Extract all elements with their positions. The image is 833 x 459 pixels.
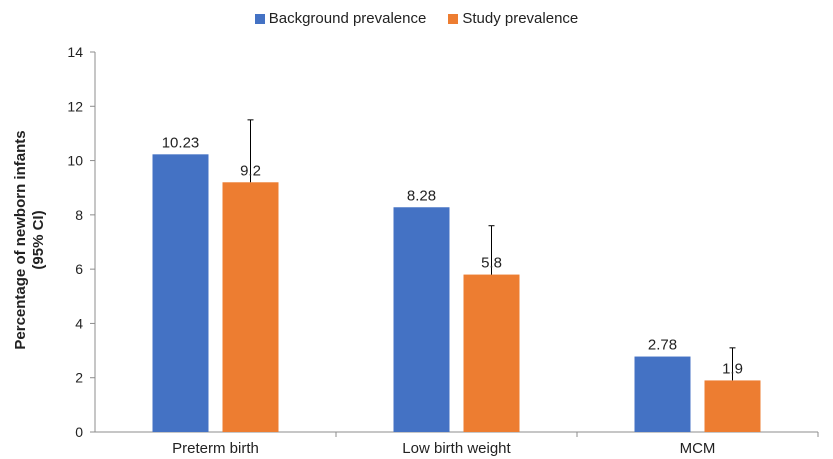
x-tick-label: Preterm birth [172, 440, 259, 457]
y-tick-label: 12 [67, 98, 83, 114]
y-tick-label: 8 [75, 207, 83, 223]
bar-study-prevalence [704, 380, 761, 432]
legend-label-study: Study prevalence [462, 10, 579, 27]
bar-background-prevalence [393, 207, 450, 432]
legend-swatch-background [254, 13, 265, 24]
data-label: 1.9 [722, 360, 743, 377]
data-label: 5.8 [481, 255, 502, 272]
bar-background-prevalence [152, 154, 209, 433]
bar-background-prevalence [634, 356, 691, 432]
y-tick-label: 6 [75, 261, 83, 277]
legend-swatch-study [448, 13, 459, 24]
x-tick-label: Low birth weight [402, 440, 511, 457]
y-tick-label: 10 [67, 153, 83, 169]
data-label: 9.2 [240, 162, 261, 179]
y-tick-label: 0 [75, 424, 83, 440]
bar-study-prevalence [463, 274, 520, 432]
chart-legend: Background prevalence Study prevalence [0, 10, 833, 27]
y-tick-label: 2 [75, 370, 83, 386]
legend-item-background: Background prevalence [254, 10, 427, 27]
legend-item-study: Study prevalence [448, 10, 578, 27]
data-label: 8.28 [407, 187, 436, 204]
x-tick-label: MCM [680, 440, 716, 457]
y-tick-label: 14 [67, 44, 83, 60]
bar-study-prevalence [222, 182, 279, 432]
y-tick-label: 4 [75, 315, 83, 331]
data-label: 2.78 [648, 337, 677, 354]
legend-label-background: Background prevalence [268, 10, 427, 27]
data-label: 10.23 [162, 134, 200, 151]
